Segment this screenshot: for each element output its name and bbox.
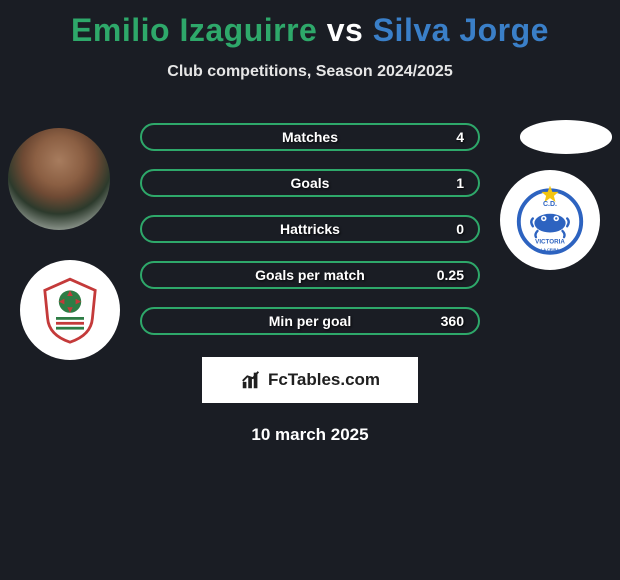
subtitle: Club competitions, Season 2024/2025 — [0, 63, 620, 81]
title-vs: vs — [327, 12, 364, 48]
shield-icon: C.D. VICTORIA LA CEIBA — [511, 181, 589, 259]
stat-right-value: 0 — [424, 221, 464, 237]
shield-icon — [35, 275, 105, 345]
player1-name: Emilio Izaguirre — [71, 12, 317, 48]
stat-pill-min-per-goal: - Min per goal 360 — [140, 307, 480, 335]
player2-avatar — [520, 120, 612, 154]
stat-right-value: 360 — [424, 313, 464, 329]
stat-right-value: 4 — [424, 129, 464, 145]
player2-name: Silva Jorge — [373, 12, 549, 48]
stat-pill-hattricks: - Hattricks 0 — [140, 215, 480, 243]
comparison-title: Emilio Izaguirre vs Silva Jorge — [0, 0, 620, 49]
brand-text: FcTables.com — [268, 370, 380, 390]
date-text: 10 march 2025 — [0, 425, 620, 445]
stat-label: Goals — [196, 175, 424, 191]
svg-text:LA CEIBA: LA CEIBA — [541, 247, 559, 252]
stat-pill-matches: - Matches 4 — [140, 123, 480, 151]
stat-pill-goals: - Goals 1 — [140, 169, 480, 197]
stat-label: Hattricks — [196, 221, 424, 237]
stat-label: Matches — [196, 129, 424, 145]
stat-label: Min per goal — [196, 313, 424, 329]
bar-chart-icon — [240, 369, 262, 391]
brand-box[interactable]: FcTables.com — [202, 357, 418, 403]
player2-club-crest: C.D. VICTORIA LA CEIBA — [500, 170, 600, 270]
stat-label: Goals per match — [196, 267, 424, 283]
svg-text:VICTORIA: VICTORIA — [535, 238, 565, 245]
player1-avatar — [8, 128, 110, 230]
stat-right-value: 1 — [424, 175, 464, 191]
player1-club-crest — [20, 260, 120, 360]
stat-right-value: 0.25 — [424, 267, 464, 283]
stat-pill-goals-per-match: - Goals per match 0.25 — [140, 261, 480, 289]
svg-text:C.D.: C.D. — [543, 201, 557, 208]
